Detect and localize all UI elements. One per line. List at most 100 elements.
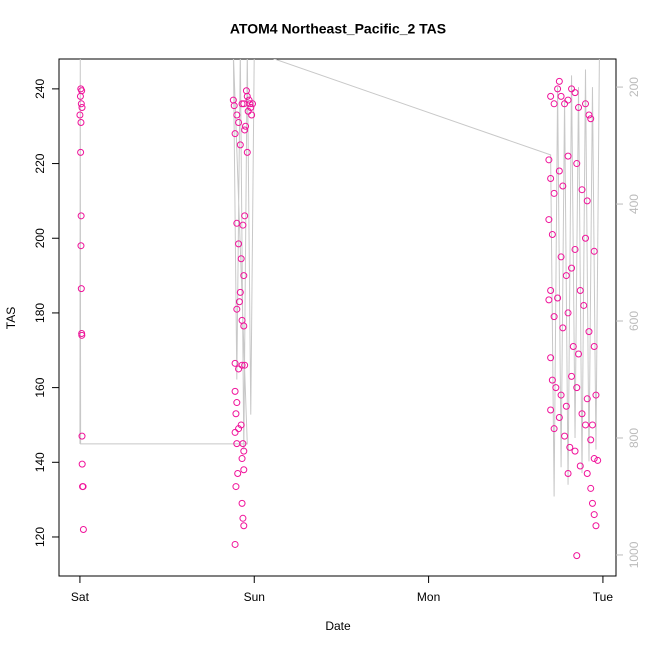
point — [238, 361, 246, 369]
point — [564, 309, 572, 317]
point — [233, 219, 241, 227]
point — [235, 298, 243, 306]
point — [236, 141, 244, 149]
point — [545, 216, 553, 224]
point — [78, 432, 86, 440]
point — [234, 469, 242, 477]
y-tick-label: 140 — [33, 452, 47, 472]
point — [77, 118, 85, 126]
point — [77, 242, 85, 250]
point — [583, 469, 591, 477]
point — [241, 212, 249, 220]
point — [562, 272, 570, 280]
point — [552, 384, 560, 392]
point — [585, 328, 593, 336]
point — [76, 92, 84, 100]
point — [548, 376, 556, 384]
point — [594, 456, 602, 464]
point — [233, 111, 241, 119]
point — [78, 460, 86, 468]
point — [249, 100, 257, 108]
point — [247, 104, 255, 112]
point — [76, 111, 84, 119]
point — [588, 499, 596, 507]
point — [245, 96, 253, 104]
y2-tick-label: 1000 — [627, 541, 641, 568]
point — [573, 552, 581, 560]
point — [235, 118, 243, 126]
point — [581, 421, 589, 429]
point — [561, 100, 569, 108]
point — [550, 313, 558, 321]
point — [559, 324, 567, 332]
point — [564, 469, 572, 477]
y-tick-label: 180 — [33, 303, 47, 323]
point — [555, 413, 563, 421]
point — [592, 522, 600, 530]
point — [554, 294, 562, 302]
point — [238, 316, 246, 324]
y-tick-label: 160 — [33, 377, 47, 397]
point — [592, 391, 600, 399]
point — [237, 421, 245, 429]
point — [545, 296, 553, 304]
point — [238, 455, 246, 463]
point — [573, 384, 581, 392]
point — [569, 343, 577, 351]
point — [242, 122, 250, 130]
point — [77, 148, 85, 156]
plot-area — [76, 59, 602, 560]
point — [231, 428, 239, 436]
point — [580, 301, 588, 309]
point — [554, 85, 562, 93]
point — [583, 395, 591, 403]
point — [568, 372, 576, 380]
point — [243, 92, 251, 100]
point — [555, 77, 563, 85]
point — [238, 499, 246, 507]
point — [235, 240, 243, 248]
point — [587, 115, 595, 123]
point — [237, 255, 245, 263]
point — [571, 447, 579, 455]
point — [233, 305, 241, 313]
point — [232, 410, 240, 418]
point — [571, 89, 579, 97]
point — [573, 160, 581, 168]
point — [547, 287, 555, 295]
y-tick-label: 240 — [33, 79, 47, 99]
point — [587, 436, 595, 444]
point — [571, 245, 579, 253]
point — [590, 511, 598, 519]
point — [231, 359, 239, 367]
point — [547, 354, 555, 362]
point — [248, 111, 256, 119]
point — [79, 526, 87, 534]
point — [240, 272, 248, 280]
point — [239, 514, 247, 522]
point — [590, 455, 598, 463]
point — [78, 331, 86, 339]
point — [77, 100, 85, 108]
point — [241, 126, 249, 134]
point — [590, 247, 598, 255]
point — [547, 92, 555, 100]
y2-tick-label: 800 — [627, 428, 641, 448]
point — [241, 361, 249, 369]
point — [235, 365, 243, 373]
plot-frame — [58, 58, 617, 577]
point — [590, 343, 598, 351]
x-tick-label: Sun — [244, 590, 265, 604]
point — [559, 182, 567, 190]
point — [236, 288, 244, 296]
point — [557, 92, 565, 100]
point — [232, 483, 240, 491]
chart-title: ATOM4 Northeast_Pacific_2 TAS — [230, 21, 446, 37]
point — [547, 406, 555, 414]
point — [578, 410, 586, 418]
y-axis-label: TAS — [4, 307, 18, 329]
point — [576, 462, 584, 470]
point — [555, 167, 563, 175]
